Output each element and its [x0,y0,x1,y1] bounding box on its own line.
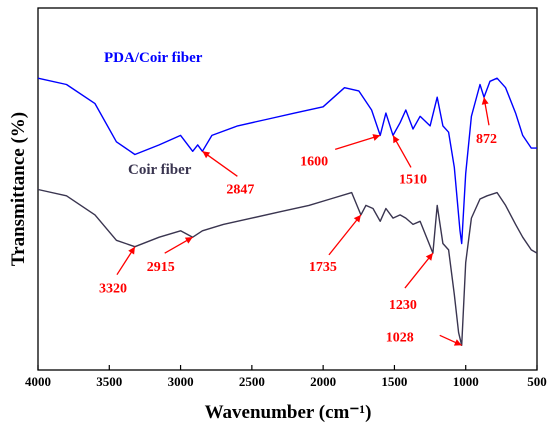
x-tick-label: 1000 [453,374,479,389]
annotation-label-2847: 2847 [226,182,254,197]
y-axis-title: Transmittance (%) [8,112,29,266]
x-tick-label: 3000 [168,374,194,389]
x-tick-label: 4000 [25,374,51,389]
annotation-label-1028: 1028 [386,330,414,345]
annotation-arrowhead-2847 [202,151,211,159]
annotation-arrowhead-872 [481,97,489,105]
annotation-arrowhead-1735 [353,214,361,223]
x-tick-label: 2500 [239,374,265,389]
label-layer: PDA/Coir fiber Coir fiber [104,50,203,178]
series-label-1: Coir fiber [128,162,192,178]
annotation-arrow-1735 [328,214,362,256]
plot-frame [37,7,538,371]
series-label-0: PDA/Coir fiber [104,50,203,66]
annotation-label-1510: 1510 [399,172,427,187]
x-tick-label: 500 [527,374,547,389]
annotation-label-2915: 2915 [147,260,175,275]
x-tick-label: 3500 [96,374,122,389]
annotation-arrowhead-2915 [184,237,193,244]
series-layer [37,77,538,346]
annotation-arrow-1600 [334,134,381,151]
annotation-arrowhead-1028 [453,339,462,346]
annotation-layer: 2847 1600 1510 872 3320 2915 1735 1230 1028 [99,97,497,346]
annotation-arrow-1230 [404,252,434,289]
annotation-arrow-2847 [202,150,238,177]
series-line-1 [37,188,538,346]
annotation-label-3320: 3320 [99,282,127,297]
annotation-label-872: 872 [476,132,497,147]
series-line-0 [37,77,537,245]
annotation-label-1735: 1735 [309,260,337,275]
x-tick-label: 2000 [310,374,336,389]
annotation-label-1230: 1230 [389,298,417,313]
annotation-arrowhead-1230 [425,253,433,261]
x-tick-label: 1500 [381,374,407,389]
annotation-arrowhead-1600 [372,134,381,141]
annotation-arrowhead-1510 [393,135,400,144]
x-axis-title: Wavenumber (cm⁻¹) [205,402,372,423]
annotation-label-1600: 1600 [300,154,328,169]
annotation-arrowhead-3320 [128,246,135,255]
x-axis-ticks: 4000 3500 3000 2500 2000 1500 1000 500 [25,365,547,389]
